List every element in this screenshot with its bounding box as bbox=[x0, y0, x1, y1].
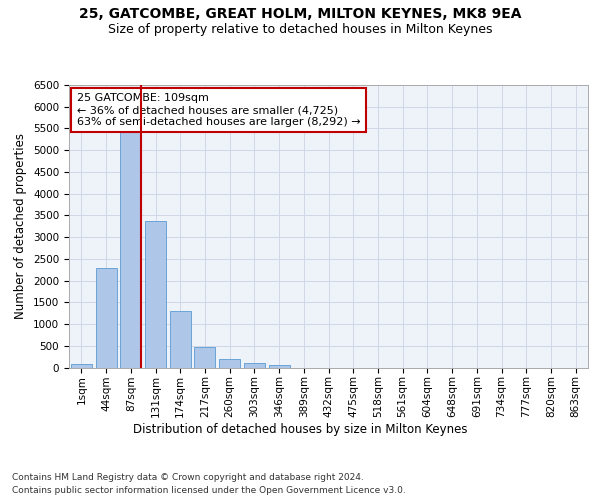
Bar bbox=[194, 346, 215, 368]
Bar bbox=[269, 365, 290, 368]
Text: Size of property relative to detached houses in Milton Keynes: Size of property relative to detached ho… bbox=[108, 22, 492, 36]
Y-axis label: Number of detached properties: Number of detached properties bbox=[14, 133, 28, 320]
Text: Contains HM Land Registry data © Crown copyright and database right 2024.: Contains HM Land Registry data © Crown c… bbox=[12, 472, 364, 482]
Text: 25, GATCOMBE, GREAT HOLM, MILTON KEYNES, MK8 9EA: 25, GATCOMBE, GREAT HOLM, MILTON KEYNES,… bbox=[79, 8, 521, 22]
Text: Distribution of detached houses by size in Milton Keynes: Distribution of detached houses by size … bbox=[133, 422, 467, 436]
Bar bbox=[170, 310, 191, 368]
Bar bbox=[71, 364, 92, 368]
Bar bbox=[95, 268, 116, 368]
Text: 25 GATCOMBE: 109sqm
← 36% of detached houses are smaller (4,725)
63% of semi-det: 25 GATCOMBE: 109sqm ← 36% of detached ho… bbox=[77, 94, 361, 126]
Bar bbox=[145, 221, 166, 368]
Bar bbox=[244, 363, 265, 368]
Text: Contains public sector information licensed under the Open Government Licence v3: Contains public sector information licen… bbox=[12, 486, 406, 495]
Bar bbox=[219, 359, 240, 368]
Bar bbox=[120, 132, 141, 368]
